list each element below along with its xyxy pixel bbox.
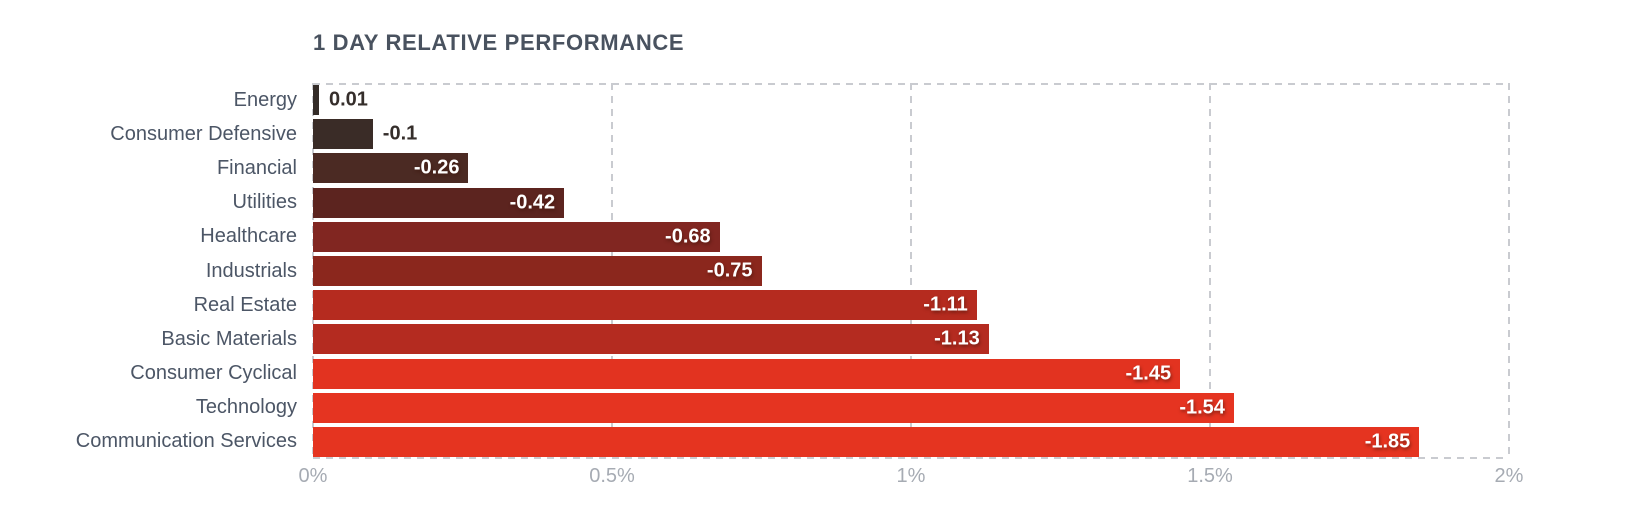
bar-track: -1.85 [313,426,1509,457]
value-label: -0.1 [382,122,418,145]
table-row: Communication Services -1.85 [0,425,1509,459]
bar-track: -0.68 [313,221,1509,252]
category-label: Technology [195,396,297,419]
gridline-1.5pct [1209,83,1211,459]
value-label: -0.75 [706,259,753,282]
performance-bar: -0.1 [313,119,417,150]
x-axis-ticks: 0% 0.5% 1% 1.5% 2% [299,465,1524,489]
bar-track: -0.75 [313,256,1509,287]
table-row: Consumer Defensive -0.1 [0,117,1509,151]
performance-bar: -1.54 [313,392,1234,423]
performance-bar: -0.42 [313,187,565,218]
bar-track: 0.01 [313,85,1509,116]
value-label: -0.26 [413,156,460,179]
x-tick-label: 1% [896,465,926,487]
category-label: Utilities [232,191,297,214]
value-label: -0.42 [509,191,556,214]
category-label: Communication Services [75,430,297,453]
bar-track: -1.54 [313,392,1509,423]
table-row: Industrials -0.75 [0,254,1509,288]
category-label: Basic Materials [161,327,297,350]
value-label: -1.11 [923,293,968,316]
table-row: Utilities -0.42 [0,186,1509,220]
table-row: Healthcare -0.68 [0,220,1509,254]
value-label: -1.45 [1125,362,1172,385]
category-label: Healthcare [200,225,297,248]
category-label: Energy [233,88,297,111]
x-tick-label: 2% [1494,465,1524,487]
table-row: Real Estate -1.11 [0,288,1509,322]
bar-track: -1.11 [313,290,1509,321]
performance-bar: -0.26 [313,153,469,184]
bar-track: -1.13 [313,324,1509,355]
category-label: Consumer Cyclical [130,362,297,385]
performance-bar: -0.75 [313,256,762,287]
bar-track: -0.1 [313,119,1509,150]
table-row: Technology -1.54 [0,391,1509,425]
value-label: -1.85 [1364,430,1411,453]
gridline-2pct [1508,83,1510,459]
performance-bar: -1.13 [313,324,989,355]
value-label: -0.68 [665,225,711,248]
performance-bar: -1.45 [313,358,1181,389]
table-row: Energy 0.01 [0,83,1509,117]
performance-bar: -0.68 [313,221,720,252]
value-label: -1.54 [1179,396,1225,419]
x-tick-label: 1.5% [1187,465,1233,487]
chart-title: 1 DAY RELATIVE PERFORMANCE [313,30,685,55]
x-tick-label: 0% [298,465,328,487]
bar-track: -0.26 [313,153,1509,184]
bar-track: -1.45 [313,358,1509,389]
performance-bar: -1.11 [313,290,977,321]
value-label: -1.13 [934,327,980,350]
bar-track: -0.42 [313,187,1509,218]
bar-rows: Energy 0.01 Consumer Defensive -0.1 Financia… [0,83,1509,459]
performance-bar: -1.85 [313,426,1420,457]
table-row: Basic Materials -1.13 [0,322,1509,356]
value-label: 0.01 [328,88,368,111]
table-row: Financial -0.26 [0,151,1509,185]
category-label: Consumer Defensive [110,122,297,145]
category-label: Financial [216,156,297,179]
category-label: Real Estate [193,293,297,316]
category-label: Industrials [205,259,297,282]
performance-bar: 0.01 [313,85,368,116]
gridline-1pct [910,83,912,459]
table-row: Consumer Cyclical -1.45 [0,357,1509,391]
x-tick-label: 0.5% [589,465,635,487]
